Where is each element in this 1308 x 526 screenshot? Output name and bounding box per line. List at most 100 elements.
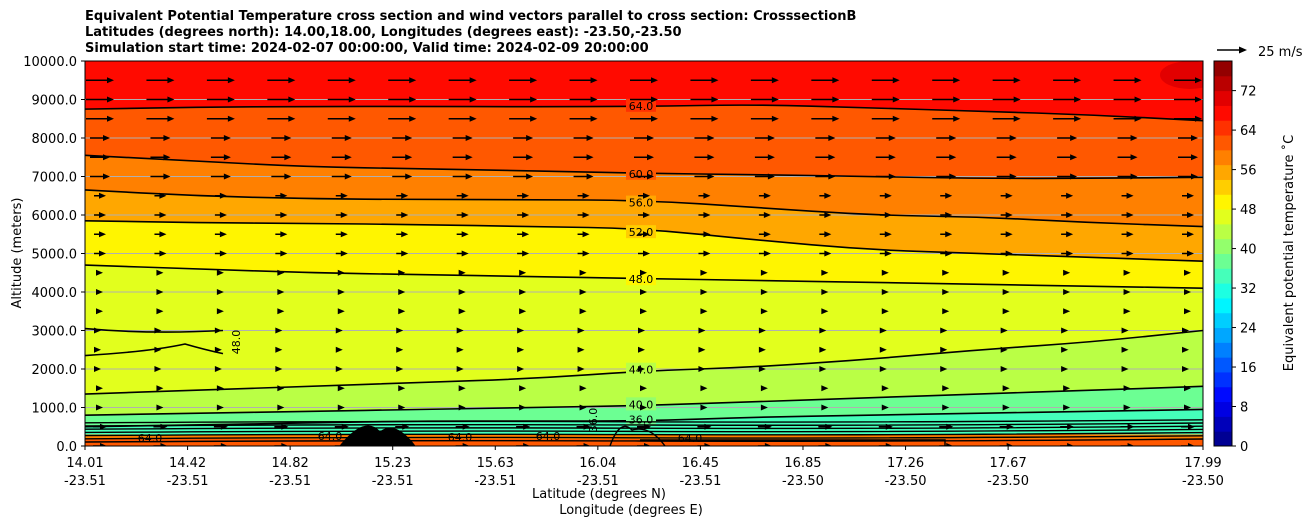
contour-line — [85, 422, 1203, 427]
wind-vector — [96, 308, 103, 315]
wind-vector — [1053, 77, 1082, 84]
wind-vector — [879, 231, 892, 238]
x-tick-label-lon: -23.50 — [885, 474, 927, 489]
wind-vector — [879, 212, 892, 218]
colorbar-segment — [1214, 312, 1232, 329]
wind-vector — [146, 96, 175, 103]
colorbar-segment — [1214, 209, 1232, 225]
wind-vector — [940, 192, 953, 199]
wind-vector — [818, 423, 833, 430]
wind-vector — [146, 77, 175, 84]
wind-vector — [579, 269, 587, 276]
wind-vector — [216, 289, 224, 295]
wind-vector — [1182, 327, 1189, 334]
wind-vector — [819, 327, 827, 334]
colorbar-segment — [1214, 105, 1232, 121]
wind-vector — [90, 154, 110, 161]
wind-vector — [942, 289, 950, 295]
wind-vector — [577, 346, 585, 353]
wind-vectors — [86, 77, 1202, 446]
wind-vector — [881, 269, 889, 276]
contour-label: 64.0 — [536, 430, 561, 443]
wind-vector — [93, 443, 107, 446]
wind-vector — [156, 269, 164, 276]
wind-vector — [452, 154, 473, 161]
wind-vector — [1000, 192, 1013, 199]
surface-layer — [85, 439, 1203, 446]
wind-vector — [638, 327, 645, 334]
wind-vector — [458, 404, 466, 411]
wind-vector — [1174, 115, 1202, 122]
wind-vector — [150, 173, 171, 180]
wind-vector — [700, 308, 708, 315]
wind-vector — [334, 443, 349, 446]
wind-vector — [213, 423, 228, 430]
y-tick-label: 4000.0 — [32, 286, 78, 301]
wind-vector — [1182, 192, 1194, 199]
wind-vector — [758, 212, 771, 218]
wind-vector — [700, 269, 708, 276]
wind-vector — [275, 366, 283, 372]
wind-vector — [396, 327, 404, 334]
wind-vector — [1184, 269, 1191, 276]
wind-vector — [271, 173, 292, 180]
contour-label: 64.0 — [629, 100, 654, 113]
wind-vector — [452, 135, 473, 141]
wind-vector — [216, 385, 224, 392]
wind-vector — [94, 212, 106, 218]
wind-vector — [448, 77, 477, 84]
wind-vector — [940, 250, 953, 257]
temperature-band — [1160, 61, 1203, 89]
wind-vector — [267, 115, 296, 122]
x-tick-label-lon: -23.51 — [577, 474, 619, 489]
wind-vector — [519, 289, 527, 295]
x-axis-label-longitude: Longitude (degrees E) — [559, 503, 703, 518]
x-tick-label-lat: 14.42 — [169, 456, 206, 471]
wind-vector — [513, 154, 534, 161]
wind-vector — [638, 366, 645, 372]
wind-vector — [517, 346, 525, 353]
wind-vector — [819, 192, 832, 199]
x-tick-label-lon: -23.51 — [679, 474, 721, 489]
colorbar: Equivalent potential temperature ˚C 0 8 16… — [1213, 60, 1297, 455]
wind-vector — [96, 269, 103, 276]
wind-vector — [517, 250, 530, 257]
wind-vector — [327, 115, 356, 122]
y-tick-label: 5000.0 — [32, 248, 78, 263]
wind-vector — [811, 115, 840, 122]
wind-vector — [335, 250, 348, 257]
wind-vector — [879, 346, 887, 353]
wind-vector — [576, 423, 591, 430]
wind-vector — [1000, 250, 1013, 257]
y-tick-label: 6000.0 — [32, 209, 78, 224]
wind-vector — [455, 423, 470, 430]
x-tick-label-lat: 16.85 — [784, 456, 821, 471]
wind-vector — [818, 443, 833, 446]
wind-vector — [337, 308, 345, 315]
contour-label: 64.0 — [318, 430, 343, 443]
wind-vector — [335, 366, 343, 372]
colorbar-segment — [1214, 416, 1232, 432]
x-tick-label-lat: 17.99 — [1184, 456, 1221, 471]
wind-vector — [519, 308, 527, 315]
x-axis-label-latitude: Latitude (degrees N) — [532, 487, 666, 502]
wind-vector — [1120, 443, 1135, 446]
wind-vector — [214, 212, 227, 218]
wind-vector — [1123, 308, 1131, 315]
wind-vector — [1117, 135, 1138, 141]
wind-vector — [760, 289, 768, 295]
wind-vector — [94, 250, 106, 257]
wind-vector — [819, 231, 832, 238]
wind-vector — [700, 385, 708, 392]
wind-vector — [942, 308, 950, 315]
contour-lines: 64.060.056.052.048.044.040.036.048.064.0… — [85, 98, 1203, 446]
wind-vector — [1057, 135, 1078, 141]
colorbar-segment — [1214, 268, 1232, 284]
wind-vector — [1060, 423, 1075, 430]
wind-vector — [517, 212, 530, 218]
wind-vector — [458, 308, 466, 315]
wind-vector — [456, 212, 469, 218]
wind-vector — [327, 96, 356, 103]
wind-vector — [573, 135, 594, 141]
